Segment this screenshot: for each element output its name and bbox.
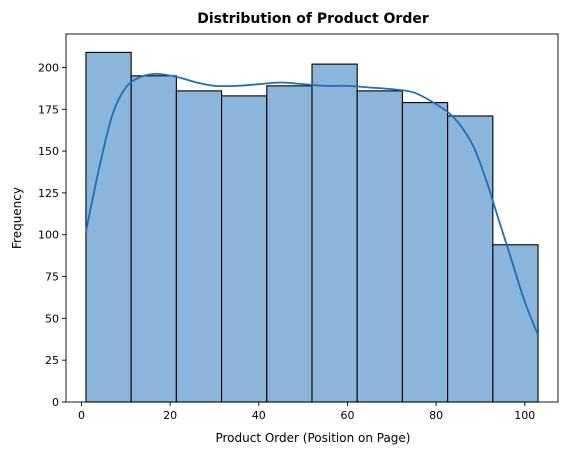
histogram-bar-10 xyxy=(492,244,539,403)
chart-title: Distribution of Product Order xyxy=(197,11,429,27)
y-tick-label: 100 xyxy=(38,229,59,242)
histogram-bar-3 xyxy=(175,90,223,403)
y-tick-label: 75 xyxy=(45,271,59,284)
x-tick-label: 80 xyxy=(429,409,443,422)
y-axis-ticks: 0 25 50 75 100 125 150 175 200 xyxy=(38,61,66,409)
x-tick-label: 60 xyxy=(340,409,354,422)
y-tick-label: 50 xyxy=(45,312,59,325)
y-tick-label: 125 xyxy=(38,187,59,200)
histogram-bar-2 xyxy=(130,75,177,403)
x-tick-label: 40 xyxy=(252,409,266,422)
histogram-bar-8 xyxy=(401,102,449,403)
axes-frame xyxy=(65,33,559,403)
y-tick-label: 150 xyxy=(38,145,59,158)
y-tick-label: 25 xyxy=(45,354,59,367)
x-tick-label: 20 xyxy=(163,409,177,422)
x-tick-label: 100 xyxy=(514,409,535,422)
y-tick-label: 0 xyxy=(52,396,59,409)
histogram-bar-1 xyxy=(85,51,132,403)
histogram-bar-5 xyxy=(266,85,313,403)
x-axis-ticks: 0 20 40 60 80 100 xyxy=(78,402,535,422)
histogram-bar-9 xyxy=(447,115,494,403)
x-tick-label: 0 xyxy=(78,409,85,422)
x-axis-label: Product Order (Position on Page) xyxy=(215,431,410,445)
kde-curve xyxy=(85,72,539,336)
histogram-bar-4 xyxy=(221,95,268,403)
histogram-bar-7 xyxy=(356,90,403,403)
histogram-bar-6 xyxy=(311,63,358,403)
bars-group xyxy=(85,51,539,403)
y-tick-label: 175 xyxy=(38,103,59,116)
y-tick-label: 200 xyxy=(38,61,59,74)
y-axis-label: Frequency xyxy=(10,187,24,249)
